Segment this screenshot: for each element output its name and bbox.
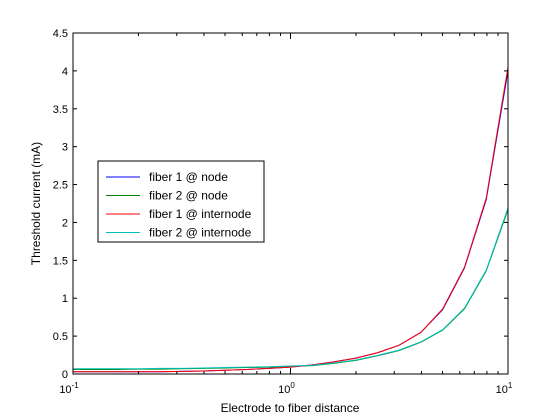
y-tick-label: 3 <box>62 142 68 154</box>
legend-label: fiber 1 @ internode <box>149 207 252 221</box>
axis-ticks: 0 0.5 1 1.5 2 2.5 3 3.5 4 4.5 10-1 100 101 <box>53 28 513 396</box>
y-tick-label: 1 <box>62 293 68 305</box>
legend-box <box>97 160 265 243</box>
legend: fiber 1 @ node fiber 2 @ node fiber 1 @ in… <box>97 160 265 243</box>
y-tick-label: 1.5 <box>53 255 68 267</box>
legend-label: fiber 2 @ node <box>149 189 228 203</box>
x-axis-label: Electrode to fiber distance <box>221 401 360 415</box>
x-tick-label: 101 <box>496 381 513 396</box>
x-tick-label: 100 <box>278 381 295 396</box>
y-tick-label: 0.5 <box>53 331 68 343</box>
series-lines <box>73 67 509 373</box>
series-line-4 <box>73 207 509 370</box>
legend-label: fiber 1 @ node <box>149 170 228 184</box>
y-axis-label: Threshold current (mA) <box>29 142 43 265</box>
legend-label: fiber 2 @ internode <box>149 226 252 240</box>
y-tick-label: 0 <box>62 369 68 381</box>
y-tick-label: 4.5 <box>53 28 68 40</box>
series-line-3 <box>73 67 509 373</box>
y-tick-label: 4 <box>62 66 68 78</box>
x-tick-label: 10-1 <box>59 381 79 396</box>
y-tick-label: 2.5 <box>53 180 68 192</box>
y-tick-label: 3.5 <box>53 104 68 116</box>
y-tick-label: 2 <box>62 217 68 229</box>
